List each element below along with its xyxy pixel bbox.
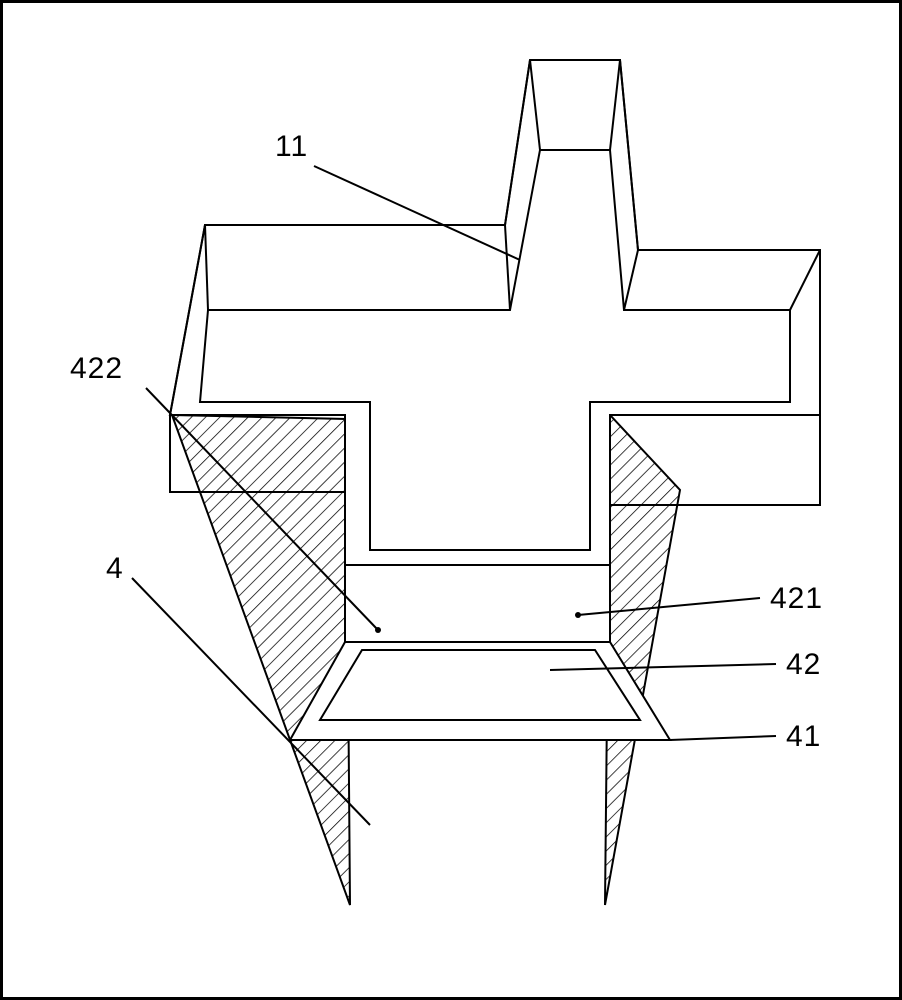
label-4: 4 bbox=[106, 552, 124, 585]
pool-inner-42 bbox=[320, 650, 640, 720]
label-421: 421 bbox=[770, 582, 823, 615]
label-11: 11 bbox=[275, 130, 308, 163]
technical-diagram: 11 422 4 421 42 41 bbox=[0, 0, 902, 1000]
panel-41-left bbox=[172, 415, 350, 905]
pool-4 bbox=[290, 642, 670, 740]
leader-41 bbox=[670, 736, 776, 740]
label-41: 41 bbox=[786, 720, 821, 753]
label-422: 422 bbox=[70, 352, 123, 385]
label-42: 42 bbox=[786, 648, 821, 681]
